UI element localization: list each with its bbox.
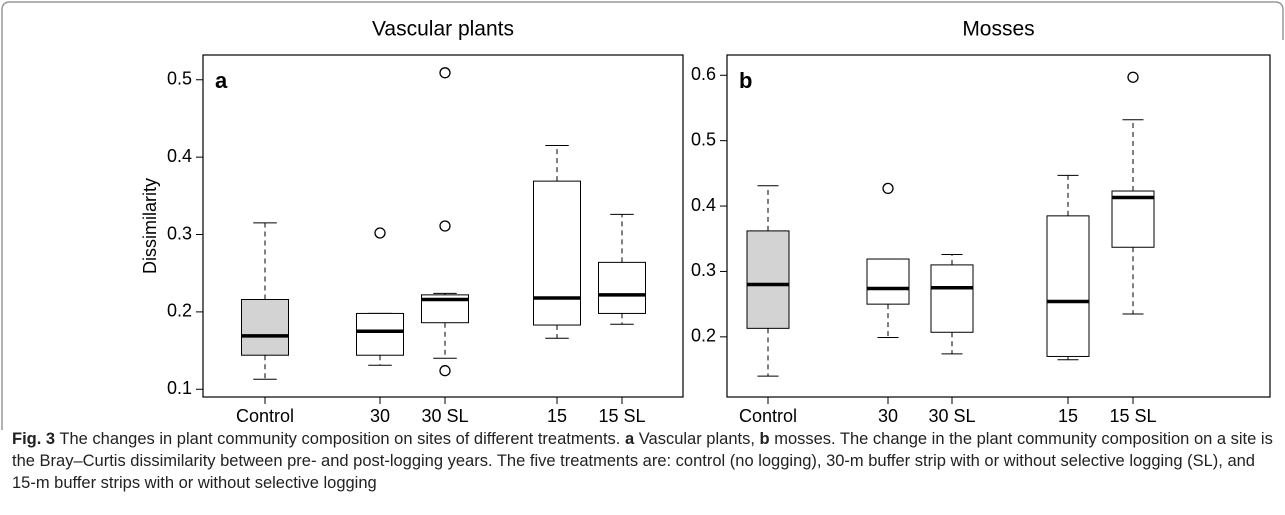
box — [241, 299, 289, 356]
outlier — [374, 227, 386, 239]
box — [533, 180, 581, 326]
y-tick-label: 0.6 — [691, 64, 716, 84]
figure-border — [1, 1, 1284, 430]
y-tick-label: 0.2 — [691, 326, 716, 346]
box — [1111, 190, 1155, 248]
box — [356, 312, 404, 356]
caption-label: Fig. 3 — [12, 430, 56, 448]
x-tick-label: 30 SL — [421, 406, 468, 426]
panel-label: b — [739, 68, 752, 93]
plot-frame — [726, 54, 1271, 398]
box — [598, 261, 646, 314]
y-tick-label: 0.5 — [691, 129, 716, 149]
caption-text: mosses. The change in the plant communit… — [12, 430, 1273, 492]
outlier — [439, 365, 451, 377]
x-tick-label: Control — [236, 406, 294, 426]
caption: Fig. 3 The changes in plant community co… — [12, 428, 1274, 494]
box — [866, 258, 910, 305]
y-tick-label: 0.2 — [167, 301, 192, 321]
y-tick-label: 0.5 — [167, 69, 192, 89]
plot-frame — [202, 54, 684, 398]
chart-title: Vascular plants — [372, 18, 514, 41]
caption-text: The changes in plant community compositi… — [59, 430, 621, 448]
caption-panel: b — [759, 430, 770, 448]
caption-text: Vascular plants, — [638, 430, 755, 448]
panel-label: a — [215, 68, 228, 93]
y-tick-label: 0.3 — [691, 260, 716, 280]
outlier — [1127, 71, 1139, 83]
x-tick-label: 15 SL — [598, 406, 645, 426]
x-tick-label: 30 — [878, 406, 898, 426]
y-tick-label: 0.4 — [691, 195, 716, 215]
caption-panel: a — [624, 430, 635, 448]
outlier — [439, 67, 451, 79]
x-tick-label: Control — [739, 406, 797, 426]
y-tick-label: 0.1 — [167, 378, 192, 398]
x-tick-label: 30 — [370, 406, 390, 426]
chart-title: Mosses — [962, 18, 1034, 41]
x-tick-label: 15 SL — [1109, 406, 1156, 426]
y-tick-label: 0.3 — [167, 223, 192, 243]
outlier — [882, 182, 894, 195]
box — [1046, 215, 1090, 357]
x-tick-label: 15 — [1058, 406, 1078, 426]
outlier — [439, 220, 451, 232]
x-tick-label: 30 SL — [928, 406, 975, 426]
box — [746, 230, 790, 329]
y-tick-label: 0.4 — [167, 146, 192, 166]
box — [930, 264, 974, 333]
chart: Vascular plants a Dissimilarity 0.1 0.2 0.3 0.… — [1, 1, 1284, 430]
x-tick-label: 15 — [547, 406, 567, 426]
y-axis-label: Dissimilarity — [140, 178, 160, 274]
